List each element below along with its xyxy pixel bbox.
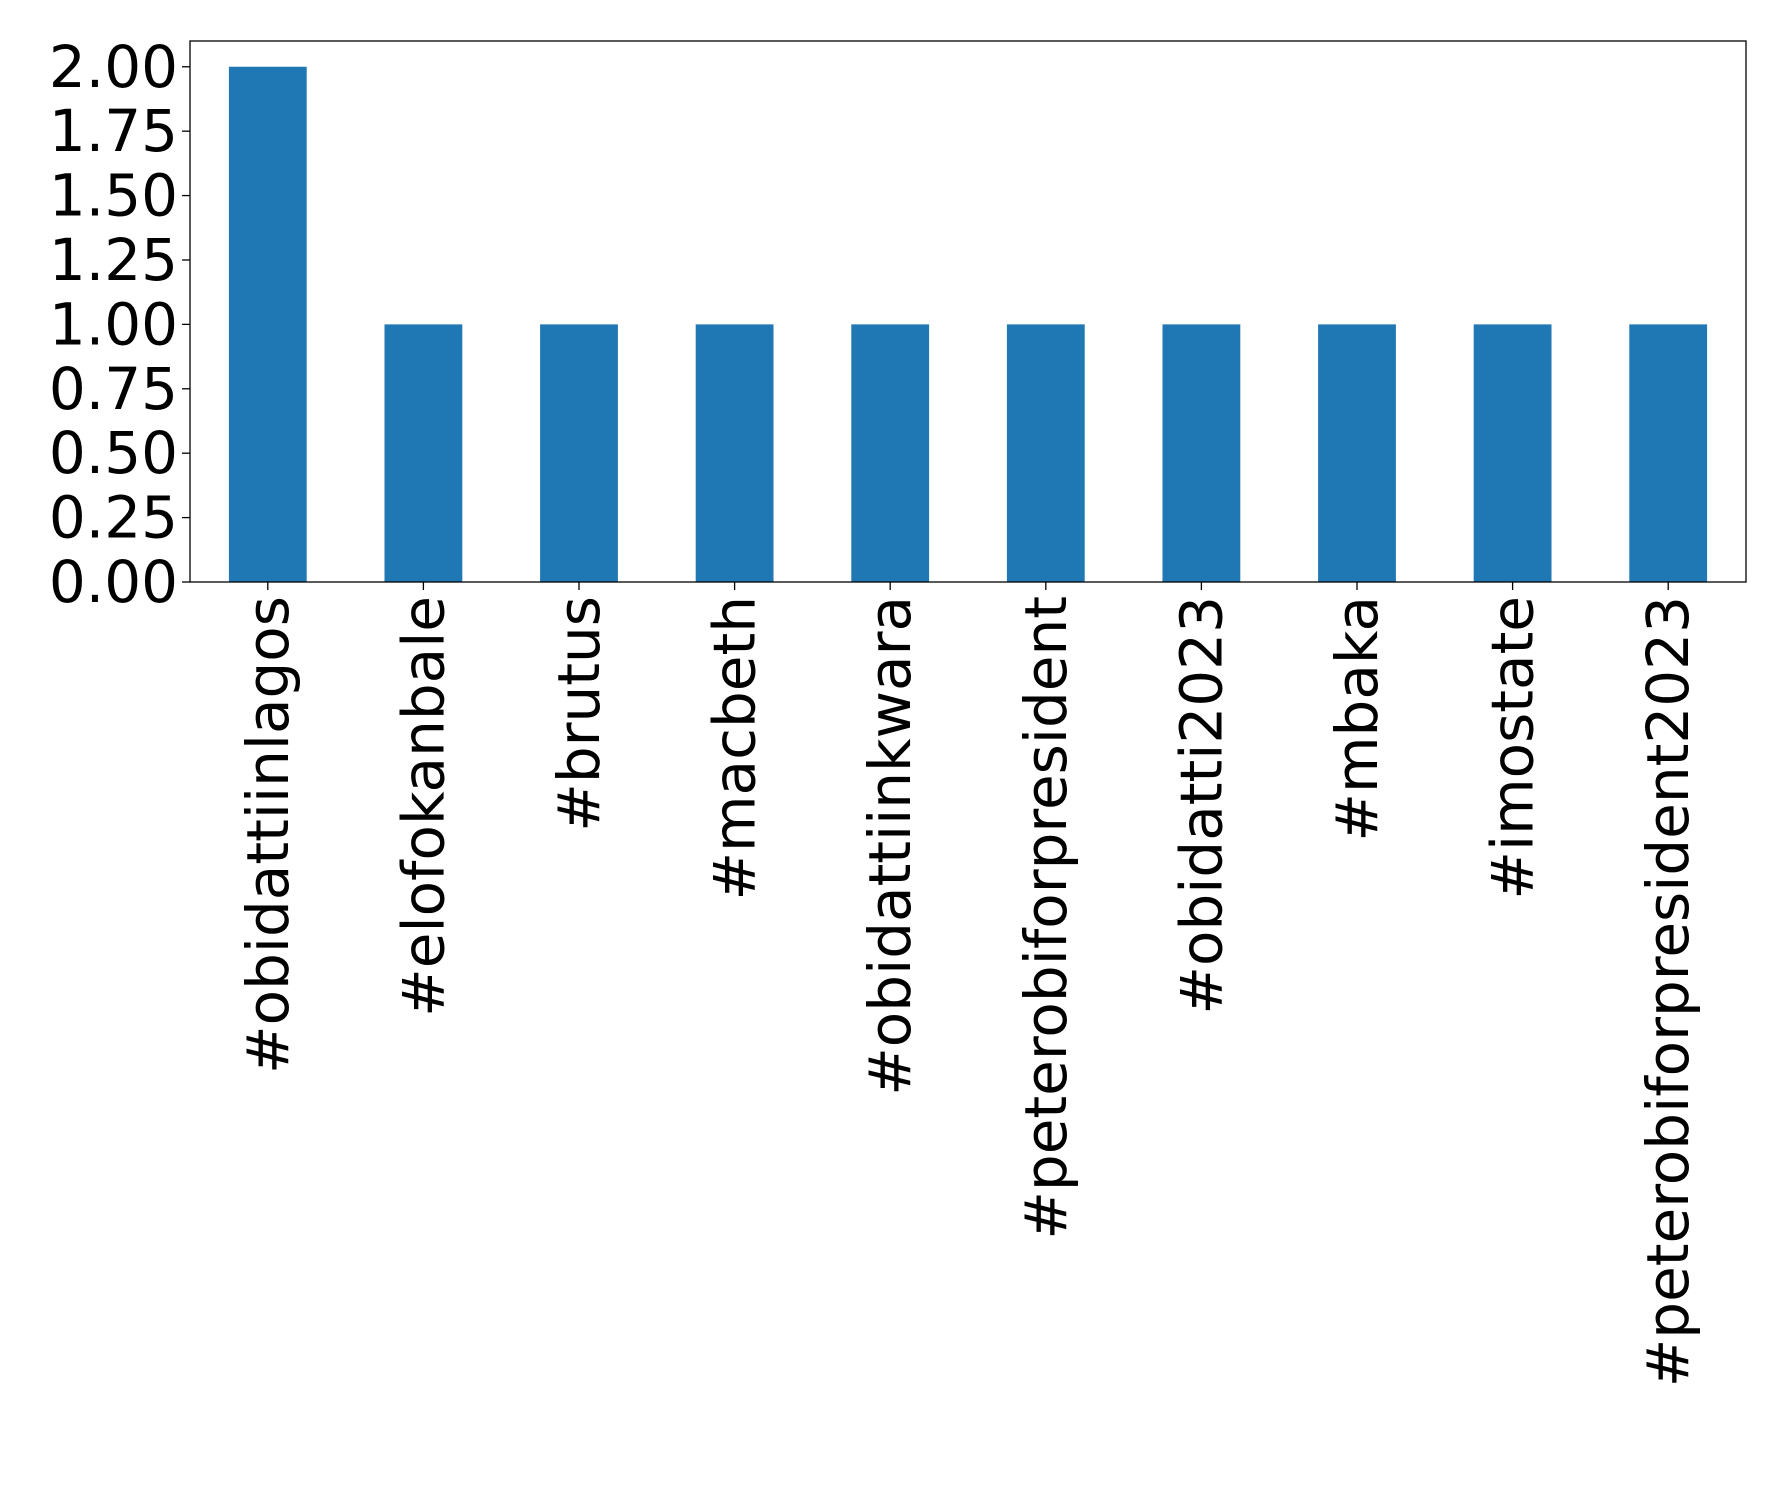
bar-9 <box>1473 324 1552 582</box>
x-tick-label: #peterobiforpresident <box>1012 596 1080 1240</box>
axes-layer <box>189 40 1747 583</box>
x-tick-label: #obidattiinlagos <box>234 596 302 1074</box>
bar-7 <box>1162 324 1241 582</box>
y-tick-label: 1.75 <box>49 97 178 165</box>
x-tick-label: #elofokanbale <box>389 596 457 1017</box>
y-tick-label: 0.00 <box>49 548 178 616</box>
y-tick-label: 0.25 <box>49 484 178 552</box>
x-tick-label: #imostate <box>1479 596 1547 900</box>
bar-3 <box>540 324 618 582</box>
plot-frame <box>189 40 1747 583</box>
x-tick-label: #obidatti2023 <box>1167 596 1235 1015</box>
bar-6 <box>1006 324 1085 582</box>
x-tick-label: #obidattiinkwara <box>856 596 924 1096</box>
y-tick-label: 2.00 <box>49 33 178 101</box>
x-tick-label: #macbeth <box>701 596 769 901</box>
y-tick-label: 1.50 <box>49 162 178 230</box>
bar-10 <box>1629 324 1708 582</box>
bar-8 <box>1318 324 1396 582</box>
ticks-layer: 0.000.250.500.751.001.251.501.752.00 #obi… <box>49 33 1702 1388</box>
bars-layer <box>228 66 1708 582</box>
bar-5 <box>851 324 930 582</box>
y-tick-label: 0.50 <box>49 419 178 487</box>
y-tick-label: 1.00 <box>49 290 178 358</box>
bar-1 <box>228 66 307 582</box>
y-tick-label: 0.75 <box>49 355 178 423</box>
x-tick-label: #mbaka <box>1323 596 1391 842</box>
bar-2 <box>384 324 463 582</box>
x-tick-label: #brutus <box>545 596 613 832</box>
bar-4 <box>695 324 774 582</box>
x-tick-label: #peterobiforpresident2023 <box>1634 596 1702 1387</box>
y-tick-label: 1.25 <box>49 226 178 294</box>
